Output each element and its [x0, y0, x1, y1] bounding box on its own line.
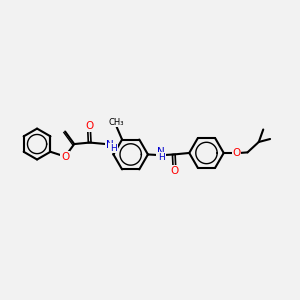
Text: O: O	[232, 148, 241, 158]
Text: O: O	[61, 152, 69, 162]
Text: N: N	[157, 147, 165, 157]
Text: CH₃: CH₃	[109, 118, 124, 127]
Text: H: H	[158, 153, 165, 162]
Text: O: O	[171, 166, 179, 176]
Text: H: H	[110, 144, 117, 153]
Text: O: O	[85, 121, 93, 131]
Text: N: N	[106, 140, 114, 150]
